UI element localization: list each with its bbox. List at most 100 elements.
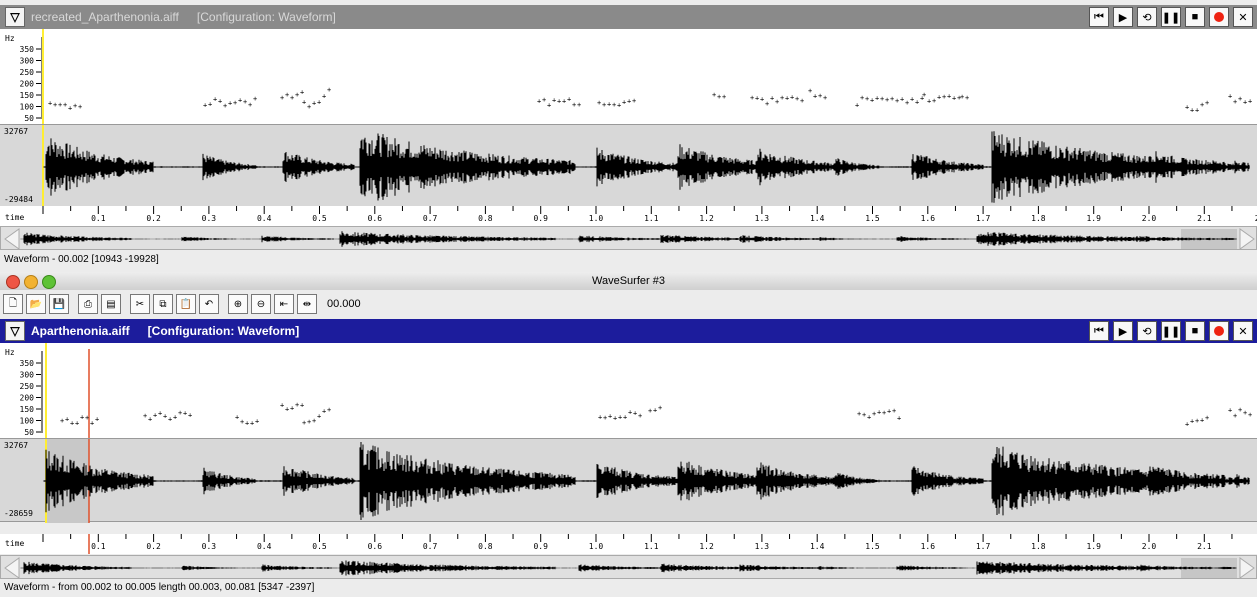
print-icon[interactable]: ⎙ — [78, 294, 98, 314]
pitch-mark: + — [895, 97, 899, 105]
window-title-bar[interactable]: WaveSurfer #3 — [0, 272, 1257, 291]
top-pitch-panel[interactable]: Hz 350 300 250 200 150 100 50 + + + + + + + + + + + + + + + +… — [0, 29, 1257, 125]
pitch-tick-label: 300 — [20, 57, 35, 66]
pitch-mark: + — [947, 93, 951, 101]
loop-play-icon[interactable]: ⟲ — [1137, 7, 1157, 27]
stop-icon[interactable]: ■ — [1185, 7, 1205, 27]
pitch-mark: + — [608, 413, 612, 421]
loop-play-icon[interactable]: ⟲ — [1137, 321, 1157, 341]
pitch-mark: + — [1205, 99, 1209, 107]
time-tick-label: 1.1 — [644, 542, 659, 551]
play-icon[interactable]: ▶ — [1113, 321, 1133, 341]
bottom-waveform-panel[interactable]: 32767 -28659 — [0, 438, 1257, 523]
cut-icon[interactable]: ✂ — [130, 294, 150, 314]
pitch-mark: + — [295, 91, 299, 99]
collapse-triangle-icon[interactable]: ▽ — [5, 7, 25, 27]
zoom-out-icon[interactable]: ⊖ — [251, 294, 271, 314]
collapse-triangle-icon[interactable]: ▽ — [5, 321, 25, 341]
pitch-mark: + — [658, 404, 662, 412]
pitch-mark: + — [322, 408, 326, 416]
top-pane-titlebar: ▽ recreated_Aparthenonia.aiff [Configura… — [0, 5, 1257, 29]
stop-icon[interactable]: ■ — [1185, 321, 1205, 341]
time-readout: 00.000 — [327, 298, 361, 310]
close-icon[interactable]: ✕ — [1233, 321, 1253, 341]
zoom-window-icon[interactable] — [42, 275, 56, 289]
pause-icon[interactable]: ❚❚ — [1161, 7, 1181, 27]
zoom-selection-icon[interactable]: ⇹ — [297, 294, 317, 314]
window-title: WaveSurfer #3 — [592, 275, 665, 287]
record-icon[interactable] — [1209, 7, 1229, 27]
top-waveform-panel[interactable]: 32767 -29484 — [0, 124, 1257, 209]
pitch-mark: + — [717, 93, 721, 101]
pitch-mark: + — [618, 414, 622, 422]
bottom-time-ruler[interactable]: time 0.1 0.2 0.3 0.4 0.5 0.6 0.7 0.8 0.9 1.0 1.1 1.… — [0, 534, 1257, 554]
pitch-mark: + — [790, 93, 794, 101]
minimize-window-icon[interactable] — [24, 275, 38, 289]
scroll-right-arrow-icon — [1239, 228, 1255, 250]
paste-icon[interactable]: 📋 — [176, 294, 196, 314]
pitch-mark: + — [312, 99, 316, 107]
record-icon[interactable] — [1209, 321, 1229, 341]
zoom-fit-icon[interactable]: ⇤ — [274, 294, 294, 314]
pause-icon[interactable]: ❚❚ — [1161, 321, 1181, 341]
pitch-mark: + — [78, 103, 82, 111]
bottom-transport-controls: ⏮ ▶ ⟲ ❚❚ ■ ✕ — [1089, 321, 1253, 341]
open-folder-icon[interactable]: 📂 — [26, 294, 46, 314]
time-tick-label: 0.2 — [146, 542, 161, 551]
pitch-mark: + — [243, 98, 247, 106]
time-tick-label: 1.4 — [810, 542, 825, 551]
pitch-mark: + — [770, 95, 774, 103]
pitch-mark: + — [932, 97, 936, 105]
top-time-ruler[interactable]: time 0.1 0.2 0.3 0.4 0.5 0.6 0.7 0.8 0.9 1.0 1.1 1.… — [0, 206, 1257, 226]
pitch-mark: + — [862, 411, 866, 419]
properties-icon[interactable]: ▤ — [101, 294, 121, 314]
pitch-mark: + — [813, 93, 817, 101]
new-file-icon[interactable]: 🗋 — [3, 294, 23, 314]
top-overview-scrollbar[interactable] — [0, 226, 1257, 250]
pitch-mark: + — [607, 100, 611, 108]
pitch-mark: + — [780, 94, 784, 102]
top-waveform-svg — [42, 125, 1250, 209]
pitch-mark: + — [1248, 97, 1252, 105]
bottom-time-label: time — [5, 539, 24, 548]
time-tick-label: 0.1 — [91, 214, 106, 223]
pitch-mark: + — [53, 101, 57, 109]
time-tick-label: 1.7 — [976, 214, 991, 223]
pitch-mark: + — [148, 416, 152, 424]
pitch-mark: + — [290, 94, 294, 102]
pitch-tick-label: 200 — [20, 80, 35, 89]
close-window-icon[interactable] — [6, 275, 20, 289]
pitch-mark: + — [552, 96, 556, 104]
undo-icon[interactable]: ↶ — [199, 294, 219, 314]
skip-to-start-icon[interactable]: ⏮ — [1089, 7, 1109, 27]
time-tick-label: 2.0 — [1142, 542, 1157, 551]
time-tick-label: 1.4 — [810, 214, 825, 223]
pitch-tick-label: 350 — [20, 359, 35, 368]
time-tick-label: 0.4 — [257, 542, 272, 551]
pitch-mark: + — [887, 408, 891, 416]
time-tick-label: 0.6 — [368, 214, 383, 223]
pitch-mark: + — [808, 87, 812, 95]
pitch-mark: + — [613, 415, 617, 423]
pitch-tick-label: 150 — [20, 91, 35, 100]
top-file-title: recreated_Aparthenonia.aiff — [31, 10, 179, 24]
pitch-mark: + — [1200, 416, 1204, 424]
pitch-mark: + — [627, 98, 631, 106]
pitch-mark: + — [295, 401, 299, 409]
pitch-mark: + — [920, 94, 924, 102]
save-icon[interactable]: 💾 — [49, 294, 69, 314]
bottom-pitch-panel[interactable]: Hz 350 300 250 200 150 100 50 + + + + + + + + + + + + + + + +… — [0, 343, 1257, 439]
zoom-in-icon[interactable]: ⊕ — [228, 294, 248, 314]
pitch-mark: + — [1233, 98, 1237, 106]
copy-icon[interactable]: ⧉ — [153, 294, 173, 314]
pitch-mark: + — [203, 102, 207, 110]
pitch-mark: + — [900, 96, 904, 104]
skip-to-start-icon[interactable]: ⏮ — [1089, 321, 1109, 341]
pitch-mark: + — [90, 420, 94, 428]
pitch-mark: + — [922, 91, 926, 99]
play-icon[interactable]: ▶ — [1113, 7, 1133, 27]
close-icon[interactable]: ✕ — [1233, 7, 1253, 27]
bottom-overview-scrollbar[interactable] — [0, 555, 1257, 579]
pitch-mark: + — [223, 102, 227, 110]
